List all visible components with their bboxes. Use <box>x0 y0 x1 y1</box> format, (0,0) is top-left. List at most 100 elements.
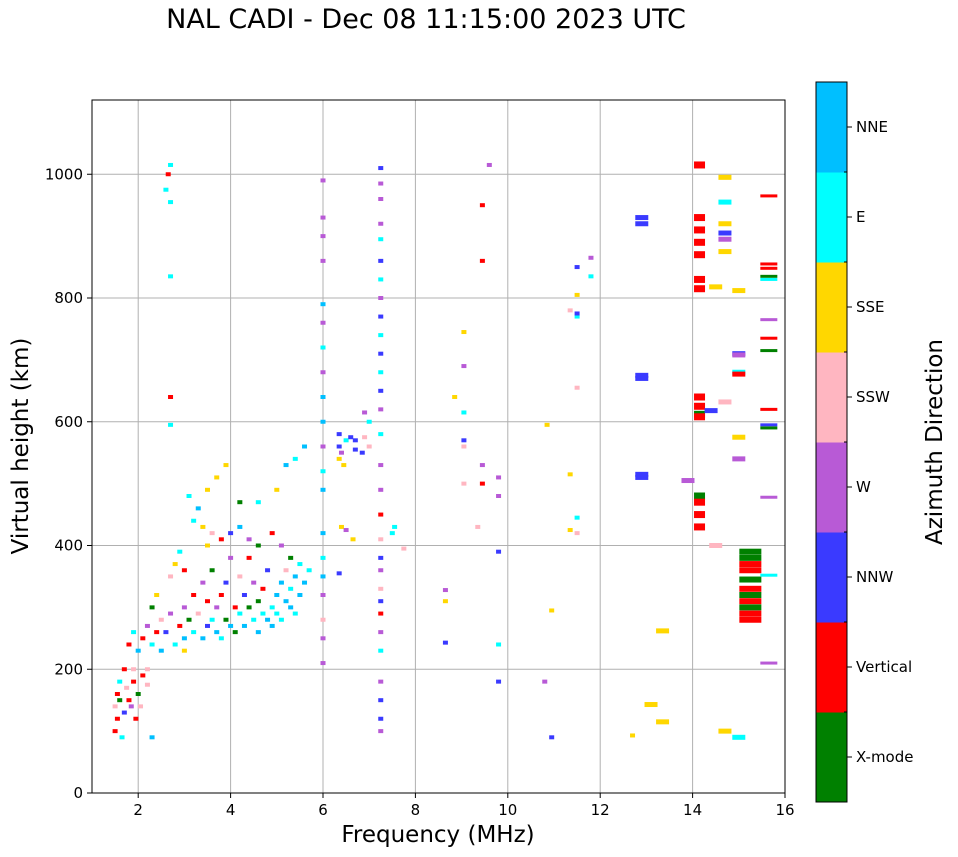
data-point <box>378 611 384 616</box>
data-point <box>269 605 275 610</box>
x-tick-label: 2 <box>133 801 143 819</box>
data-point <box>694 492 706 500</box>
data-point <box>760 426 778 430</box>
colorbar-swatch <box>816 82 847 173</box>
data-point <box>496 494 502 498</box>
data-point <box>542 679 548 684</box>
data-point <box>694 413 706 421</box>
data-point <box>158 648 164 653</box>
data-point <box>320 636 326 641</box>
data-point <box>320 593 326 597</box>
data-point <box>117 698 123 703</box>
data-point <box>709 543 723 548</box>
colorbar-swatch <box>816 172 847 263</box>
data-point <box>218 593 224 597</box>
data-point <box>479 203 485 208</box>
data-point <box>320 574 326 579</box>
y-tick-label: 800 <box>54 289 83 307</box>
data-point <box>320 234 326 239</box>
data-point <box>232 605 238 610</box>
data-point <box>121 710 127 715</box>
data-point <box>237 524 243 529</box>
data-point <box>378 729 384 734</box>
data-point <box>255 500 261 505</box>
data-point <box>168 574 174 579</box>
data-point <box>461 410 467 415</box>
data-point <box>274 611 280 616</box>
data-point <box>177 549 183 554</box>
data-point <box>378 512 384 517</box>
data-point <box>378 407 384 412</box>
data-point <box>496 679 502 684</box>
data-point <box>694 161 706 169</box>
data-point <box>366 444 372 449</box>
data-point <box>378 221 384 226</box>
data-point <box>112 704 118 709</box>
data-point <box>739 604 762 611</box>
data-point <box>567 308 573 313</box>
data-point <box>320 617 326 622</box>
data-point <box>656 628 670 634</box>
data-point <box>760 277 778 281</box>
data-point <box>739 585 762 592</box>
data-point <box>320 320 326 325</box>
data-point <box>223 463 229 468</box>
grid-lines <box>92 100 786 794</box>
x-tick-label: 4 <box>226 801 236 819</box>
data-point <box>320 345 326 350</box>
data-point <box>265 617 271 622</box>
data-point <box>181 605 187 610</box>
x-tick-label: 14 <box>683 801 702 819</box>
colorbar-tick-label: E <box>856 208 865 226</box>
data-point <box>567 528 573 533</box>
data-point <box>131 667 137 672</box>
data-point <box>158 617 164 622</box>
data-point <box>168 200 174 205</box>
data-point <box>574 292 580 297</box>
data-point <box>278 617 284 622</box>
data-point <box>274 593 280 597</box>
y-tick-label: 1000 <box>45 165 83 183</box>
data-point <box>461 438 467 443</box>
data-point <box>302 580 308 585</box>
data-point <box>544 422 550 427</box>
data-point <box>154 593 160 597</box>
data-point <box>149 642 155 647</box>
data-point <box>732 352 746 358</box>
data-point <box>135 692 141 696</box>
data-point <box>574 531 580 536</box>
data-point <box>343 528 349 533</box>
data-point <box>246 605 252 610</box>
data-point <box>732 734 746 740</box>
data-point <box>168 274 174 279</box>
data-point <box>306 568 312 573</box>
data-point <box>336 456 342 461</box>
data-point <box>574 311 580 316</box>
data-point <box>732 456 746 462</box>
data-point <box>320 469 326 474</box>
data-point <box>228 531 234 536</box>
data-point <box>237 611 243 616</box>
data-point <box>694 251 706 259</box>
data-point <box>709 284 723 290</box>
data-point <box>320 370 326 375</box>
data-point <box>163 630 169 635</box>
y-axis-label: Virtual height (km) <box>8 338 34 555</box>
data-point <box>366 419 372 424</box>
data-point <box>131 679 137 684</box>
data-point <box>195 506 201 511</box>
data-point <box>320 487 326 492</box>
data-point <box>200 636 206 641</box>
data-point <box>338 524 344 529</box>
data-point <box>255 543 261 548</box>
data-point <box>718 236 732 242</box>
data-point <box>348 435 354 440</box>
data-point <box>461 481 467 486</box>
data-point <box>739 592 762 598</box>
data-point <box>124 685 130 690</box>
data-point <box>378 166 384 171</box>
data-point <box>292 456 298 461</box>
data-points <box>112 161 778 740</box>
data-point <box>694 275 706 283</box>
